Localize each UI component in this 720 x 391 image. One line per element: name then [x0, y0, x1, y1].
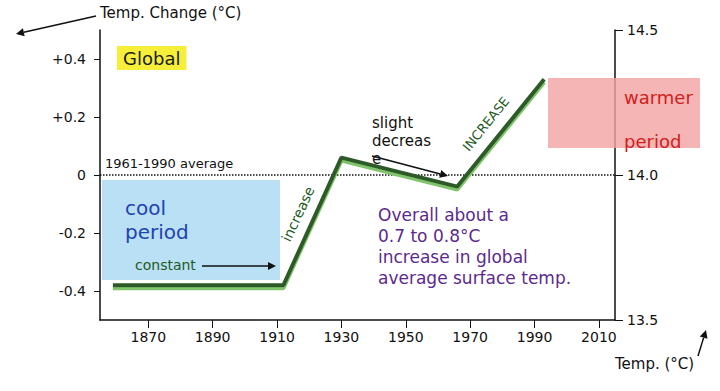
svg-text:+0.2: +0.2: [52, 109, 86, 125]
svg-text:slight: slight: [372, 114, 418, 132]
svg-text:2010: 2010: [581, 329, 617, 345]
svg-text:1970: 1970: [452, 329, 488, 345]
svg-text:-0.2: -0.2: [59, 225, 86, 241]
svg-text:average surface temp.: average surface temp.: [378, 268, 571, 288]
svg-text:warmer: warmer: [624, 87, 693, 108]
svg-text:14.5: 14.5: [627, 22, 658, 38]
svg-text:13.5: 13.5: [627, 312, 658, 328]
svg-text:-0.4: -0.4: [59, 283, 86, 299]
svg-text:e: e: [372, 150, 381, 168]
svg-text:0.7 to 0.8°C: 0.7 to 0.8°C: [378, 226, 480, 246]
svg-text:Global: Global: [123, 48, 180, 69]
svg-text:Overall about a: Overall about a: [378, 205, 509, 225]
svg-text:1990: 1990: [517, 329, 553, 345]
svg-text:1950: 1950: [388, 329, 424, 345]
svg-text:0: 0: [77, 167, 86, 183]
svg-text:Temp. Change (°C): Temp. Change (°C): [99, 4, 241, 22]
svg-text:14.0: 14.0: [627, 167, 658, 183]
svg-text:1910: 1910: [259, 329, 295, 345]
svg-text:1870: 1870: [130, 329, 166, 345]
svg-text:increase: increase: [278, 184, 317, 244]
svg-text:period: period: [624, 131, 681, 152]
svg-text:1890: 1890: [195, 329, 231, 345]
svg-text:decreas: decreas: [372, 132, 431, 150]
svg-text:increase in global: increase in global: [378, 247, 528, 267]
svg-text:INCREASE: INCREASE: [460, 94, 513, 154]
svg-text:Temp. (°C): Temp. (°C): [614, 355, 694, 373]
svg-text:constant: constant: [135, 257, 196, 273]
svg-text:period: period: [125, 220, 189, 244]
svg-text:1961-1990 average: 1961-1990 average: [105, 156, 233, 171]
svg-text:1930: 1930: [324, 329, 360, 345]
svg-text:cool: cool: [125, 196, 172, 220]
svg-text:+0.4: +0.4: [52, 51, 86, 67]
